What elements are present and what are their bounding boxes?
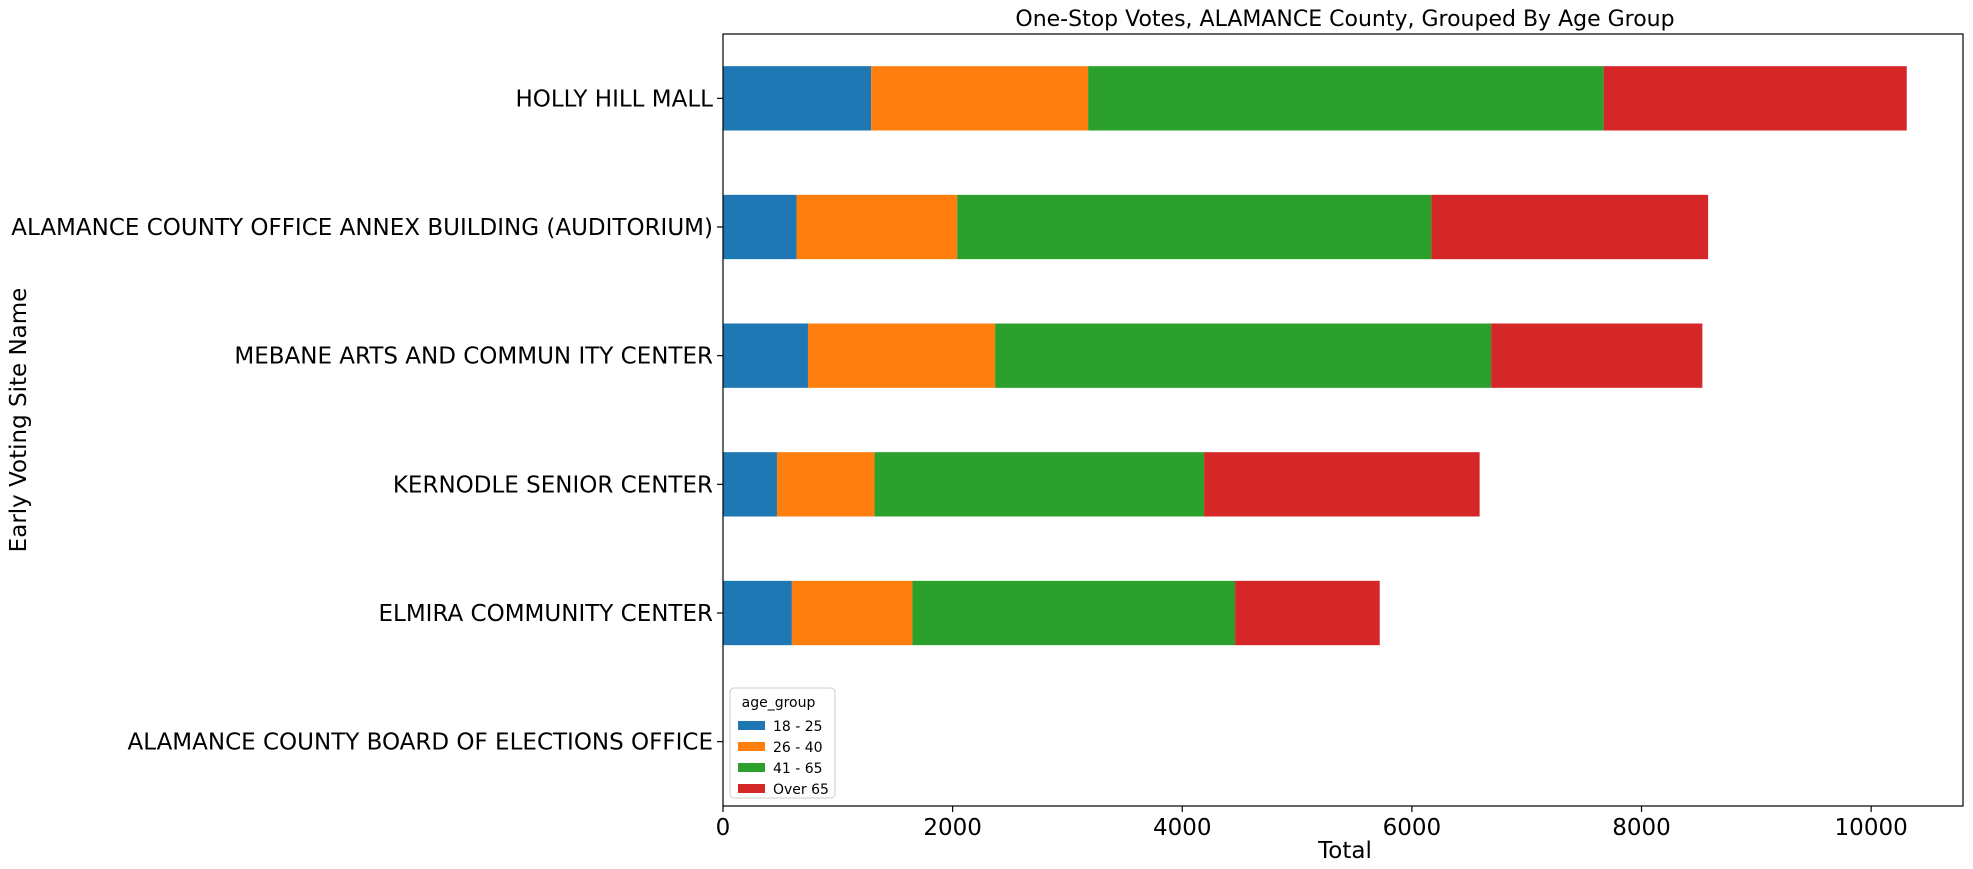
bar-segment-41-65-1 (957, 194, 1432, 260)
y-axis-label: Early Voting Site Name (6, 288, 32, 553)
bar-segment-26-40-3 (776, 452, 875, 517)
x-tick-label: 6000 (1383, 815, 1442, 841)
y-tick-label: MEBANE ARTS AND COMMUN ITY CENTER (234, 344, 713, 370)
y-tick-label: KERNODLE SENIOR CENTER (393, 472, 713, 498)
bar-segment-26-40-0 (871, 66, 1089, 131)
bar-segment-26-40-2 (807, 323, 996, 388)
legend-entry: 18 - 25 (773, 719, 823, 735)
bar-segment-18-25-3 (723, 452, 777, 517)
bar-segment-18-25-0 (723, 66, 872, 131)
x-tick-label: 4000 (1153, 815, 1212, 841)
y-tick-label: ELMIRA COMMUNITY CENTER (378, 601, 713, 627)
bar-segment-over-65-3 (1204, 452, 1480, 517)
chart-title: One-Stop Votes, ALAMANCE County, Grouped… (1015, 7, 1674, 32)
bars-group (723, 66, 1907, 646)
legend-entry: Over 65 (773, 782, 829, 798)
ticks-group: HOLLY HILL MALL ALAMANCE COUNTY OFFICE AN… (11, 86, 1907, 841)
legend-entry: 41 - 65 (773, 761, 823, 777)
bar-segment-over-65-1 (1431, 194, 1709, 260)
legend-entry: 26 - 40 (773, 740, 823, 756)
legend-swatch (738, 742, 765, 751)
bar-segment-26-40-4 (791, 580, 913, 646)
x-tick-label: 2000 (923, 815, 982, 841)
legend-swatch (738, 784, 765, 793)
bar-segment-over-65-2 (1491, 323, 1703, 388)
x-tick-label: 8000 (1612, 815, 1671, 841)
legend: age_group 18 - 25 26 - 40 41 - 65 Over 65 (729, 687, 836, 799)
bar-segment-41-65-0 (1088, 66, 1604, 131)
legend-swatch (738, 721, 765, 730)
bar-segment-18-25-4 (723, 580, 792, 646)
bar-segment-26-40-1 (796, 194, 958, 260)
bar-segment-41-65-4 (912, 580, 1236, 646)
plot-frame (722, 33, 1964, 807)
x-axis-label: Total (1317, 838, 1372, 864)
y-tick-label: ALAMANCE COUNTY BOARD OF ELECTIONS OFFIC… (128, 730, 714, 756)
legend-title: age_group (742, 695, 816, 711)
y-tick-label: HOLLY HILL MALL (515, 86, 713, 112)
bar-segment-over-65-0 (1603, 66, 1907, 131)
bar-segment-over-65-4 (1235, 580, 1380, 646)
bar-segment-41-65-2 (995, 323, 1492, 388)
legend-swatch (738, 763, 765, 772)
y-tick-label: ALAMANCE COUNTY OFFICE ANNEX BUILDING (A… (11, 215, 713, 241)
x-tick-label: 0 (716, 815, 731, 841)
bar-segment-41-65-3 (874, 452, 1205, 517)
bar-segment-18-25-2 (723, 323, 808, 388)
x-tick-label: 10000 (1835, 815, 1908, 841)
bar-segment-18-25-1 (723, 194, 797, 260)
